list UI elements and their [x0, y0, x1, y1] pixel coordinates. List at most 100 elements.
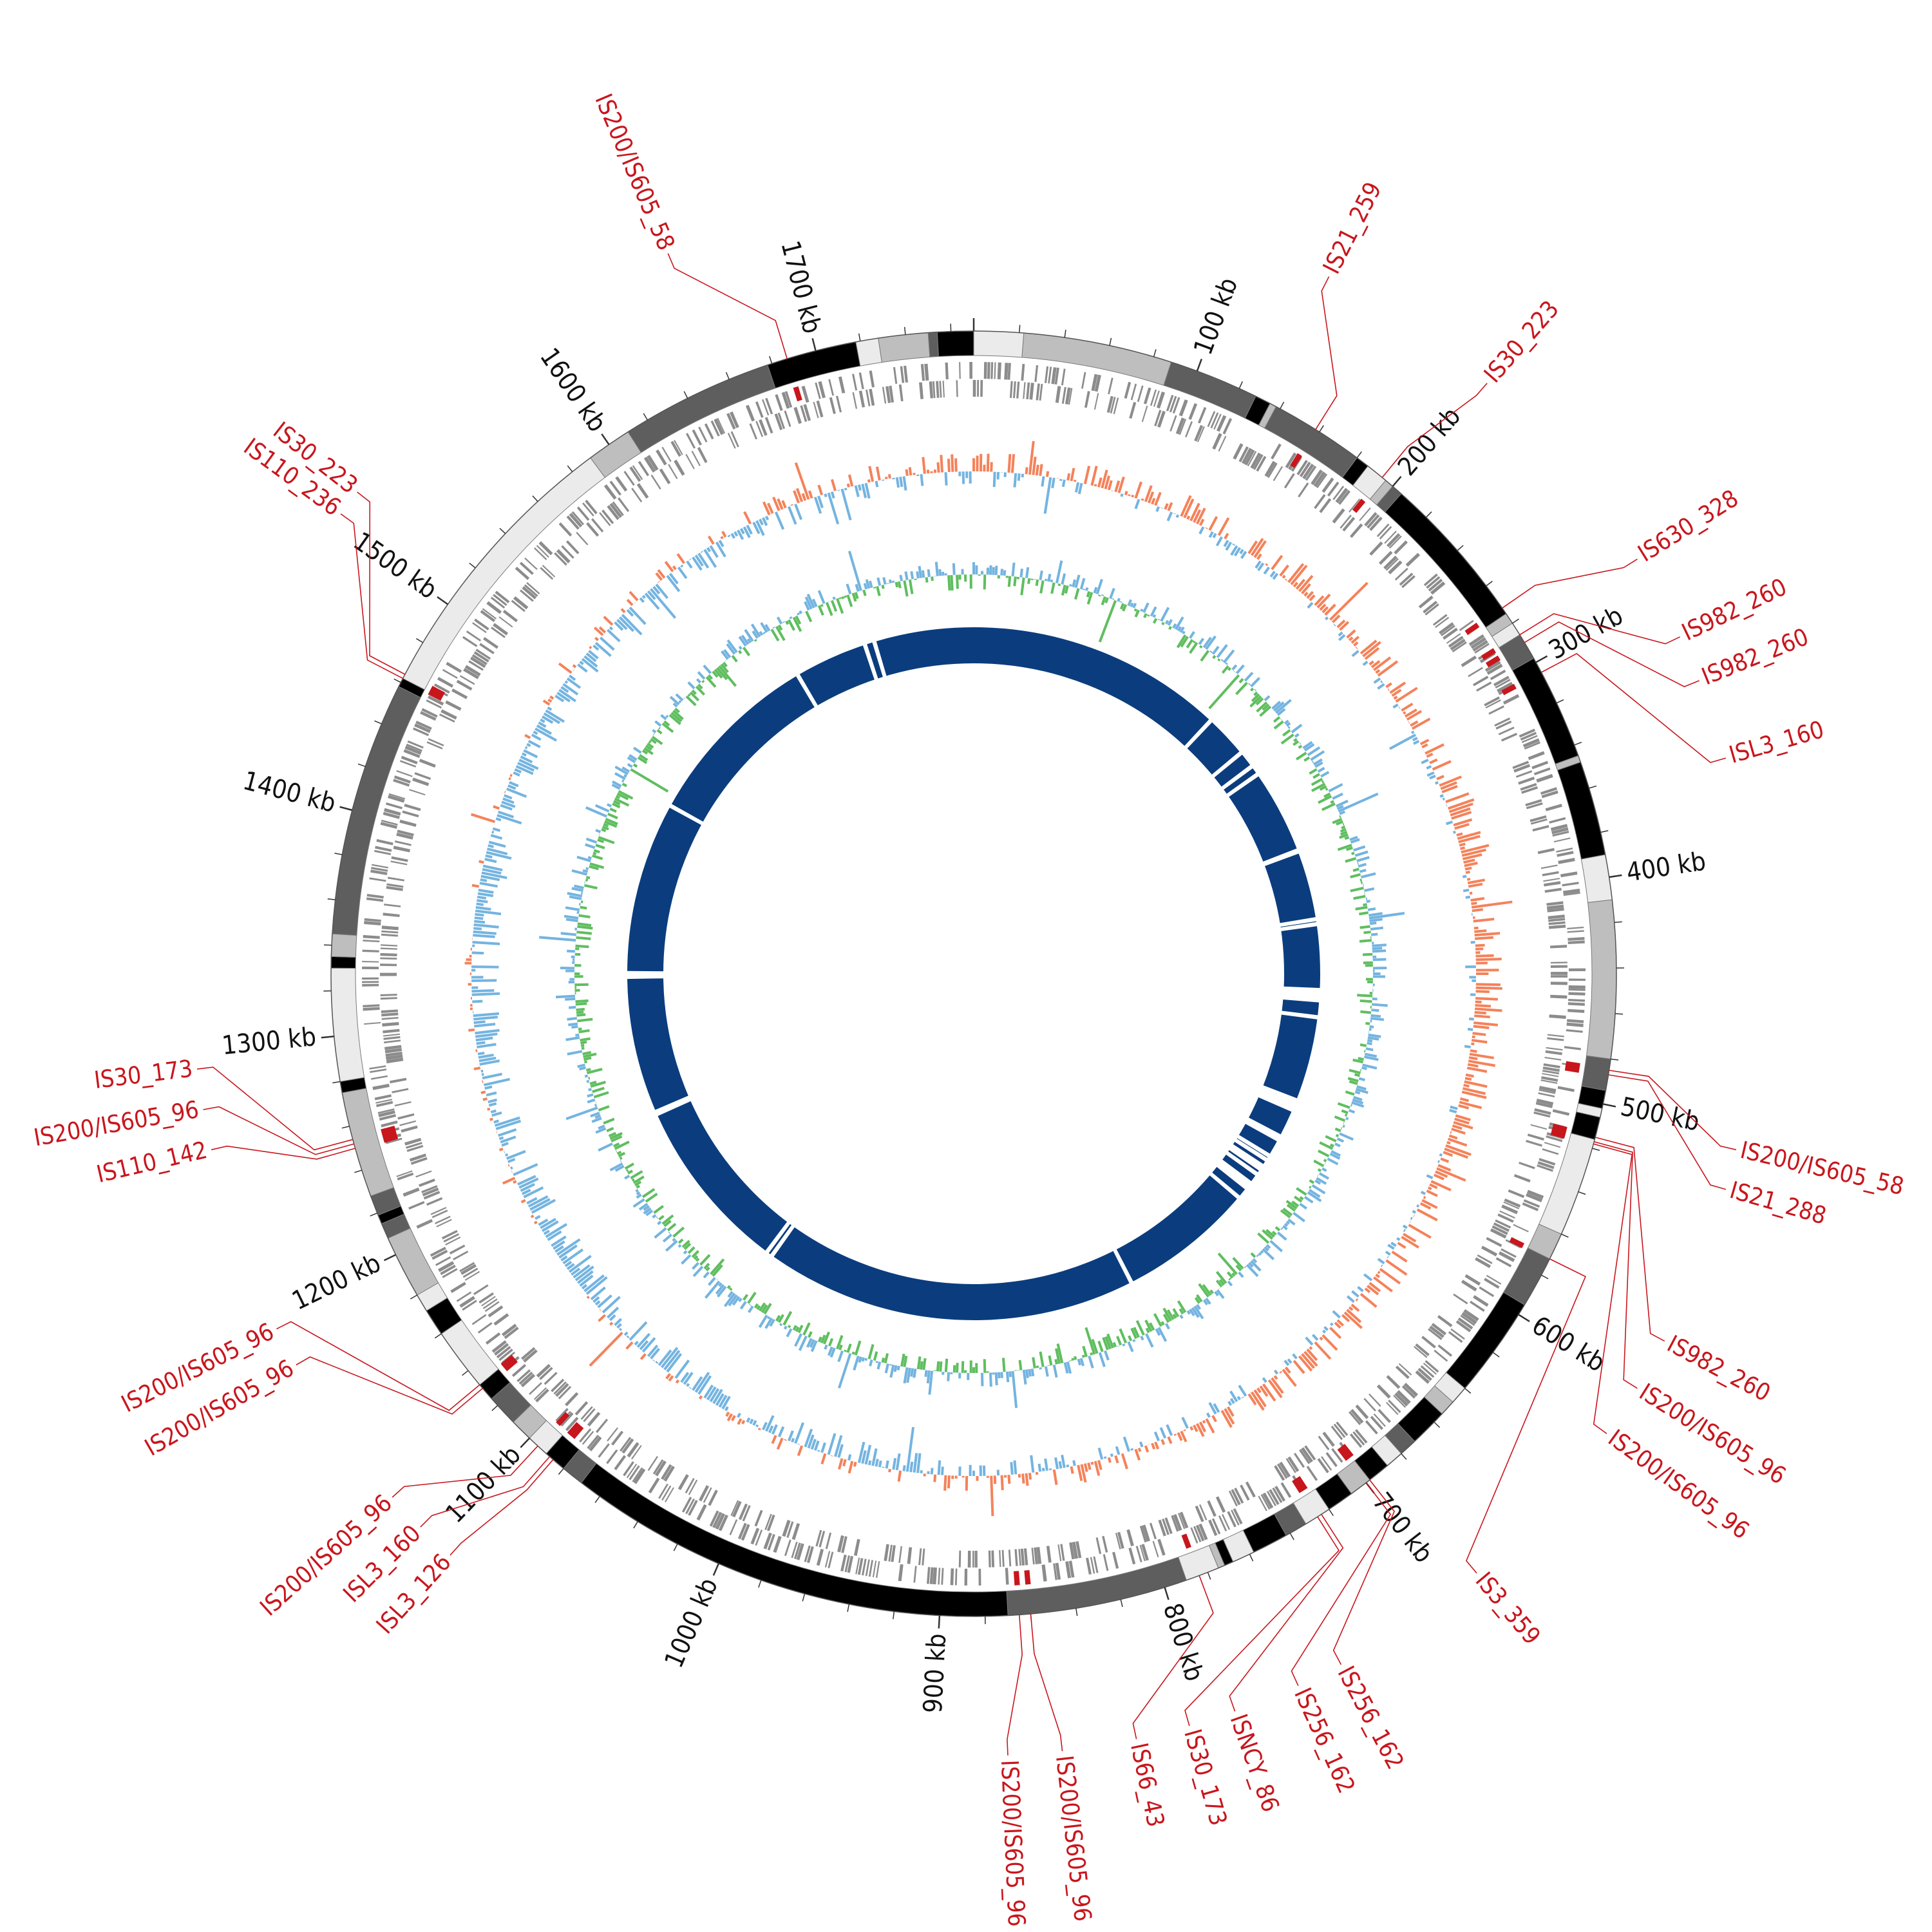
gene-feature [1130, 383, 1137, 401]
gene-feature [781, 392, 790, 409]
is-element-mark [1552, 1123, 1567, 1133]
gene-feature [958, 1550, 961, 1567]
gene-feature [498, 1349, 513, 1361]
gene-feature [855, 1557, 860, 1575]
gene-feature [872, 1560, 877, 1578]
scale-ticks [321, 318, 1624, 1629]
gene-feature [1363, 1397, 1376, 1412]
gene-feature [482, 1298, 498, 1309]
gene-feature [459, 1262, 475, 1273]
gene-feature [571, 511, 585, 526]
gene-feature [396, 832, 413, 840]
tick-label: 500 kb [1618, 1092, 1702, 1137]
gene-feature [1349, 498, 1361, 513]
is-callout-line [196, 1066, 353, 1151]
gene-feature [1327, 481, 1340, 497]
major-tick [1535, 655, 1548, 663]
gene-feature [866, 389, 871, 406]
gene-feature [632, 1467, 643, 1482]
major-tick [811, 337, 817, 351]
minor-tick [558, 1468, 564, 1475]
minor-tick [1075, 1608, 1078, 1616]
alignment-gap [1228, 1146, 1263, 1171]
gene-feature [1210, 412, 1219, 429]
gene-feature [1376, 1384, 1391, 1399]
gene-feature [1388, 1399, 1401, 1414]
gene-feature [884, 1544, 889, 1562]
is-callout-line [340, 513, 403, 679]
gene-feature [663, 1466, 675, 1482]
gene-feature [629, 1465, 640, 1481]
gene-feature [898, 1564, 904, 1582]
gene-feature [1141, 1544, 1149, 1561]
gene-feature [386, 886, 403, 891]
tick-label: 300 kb [1544, 601, 1628, 665]
major-tick [339, 806, 353, 811]
contig-block [1586, 899, 1617, 1060]
gene-feature [381, 925, 399, 931]
gene-feature [426, 741, 443, 750]
gene-feature [362, 983, 379, 987]
gene-feature [764, 1513, 772, 1530]
gene-feature [1415, 1370, 1430, 1384]
is-callout-line [450, 1459, 554, 1556]
gene-feature [1421, 1336, 1436, 1349]
gene-feature [384, 904, 401, 907]
gene-feature [730, 431, 739, 448]
gene-feature [1336, 1421, 1349, 1436]
gene-feature [1113, 397, 1119, 415]
gene-feature [891, 1545, 896, 1562]
gene-feature [777, 412, 786, 430]
gene-feature [900, 366, 905, 383]
gene-feature [730, 411, 739, 428]
gene-feature [381, 819, 398, 826]
minor-tick [393, 678, 401, 683]
gene-feature [591, 518, 604, 533]
gene-feature [1014, 1549, 1018, 1566]
gene-feature [495, 591, 510, 603]
gene-feature [383, 913, 400, 918]
gene-feature [1061, 386, 1066, 404]
gene-feature [1331, 1425, 1343, 1441]
gene-feature [587, 1434, 600, 1450]
gene-feature [1041, 1564, 1047, 1582]
gene-feature [515, 567, 530, 580]
gene-feature [999, 1550, 1001, 1567]
gene-feature [1473, 676, 1489, 687]
gene-feature [1544, 1057, 1562, 1061]
gene-feature [1266, 1490, 1277, 1506]
gene-feature [364, 918, 381, 922]
gene-feature [1415, 1343, 1430, 1356]
gene-feature [1321, 477, 1334, 493]
gene-feature [473, 651, 489, 663]
gene-feature [1568, 989, 1586, 991]
gene-feature [615, 476, 628, 492]
gene-feature [1287, 1456, 1300, 1472]
gene-feature [816, 400, 824, 418]
gene-feature [929, 381, 934, 399]
is-element-label: IS21_288 [1727, 1176, 1829, 1230]
gene-feature [1531, 761, 1549, 770]
gene-feature [1540, 787, 1558, 795]
gene-feature [1486, 1236, 1502, 1247]
alignment-gap [764, 1220, 791, 1255]
gene-feature [1342, 516, 1356, 532]
gene-feature [1545, 804, 1562, 811]
gene-feature [1036, 383, 1040, 401]
gene-feature [1247, 451, 1257, 467]
gene-feature [1490, 669, 1506, 681]
gc-skew-ring [464, 440, 1513, 1517]
gene-feature [1423, 573, 1438, 587]
gene-feature [1350, 523, 1363, 538]
gene-feature [1044, 366, 1049, 383]
minor-tick [357, 763, 366, 767]
gene-feature [828, 379, 835, 396]
gene-feature [1568, 968, 1586, 972]
is-callout-line [1609, 1070, 1737, 1151]
gene-feature [553, 1381, 567, 1395]
gene-feature [1533, 767, 1551, 775]
gene-feature [611, 1430, 624, 1446]
is-callout-line [276, 1321, 480, 1411]
is-callout-line [1184, 1516, 1340, 1727]
gene-feature [1218, 435, 1227, 452]
